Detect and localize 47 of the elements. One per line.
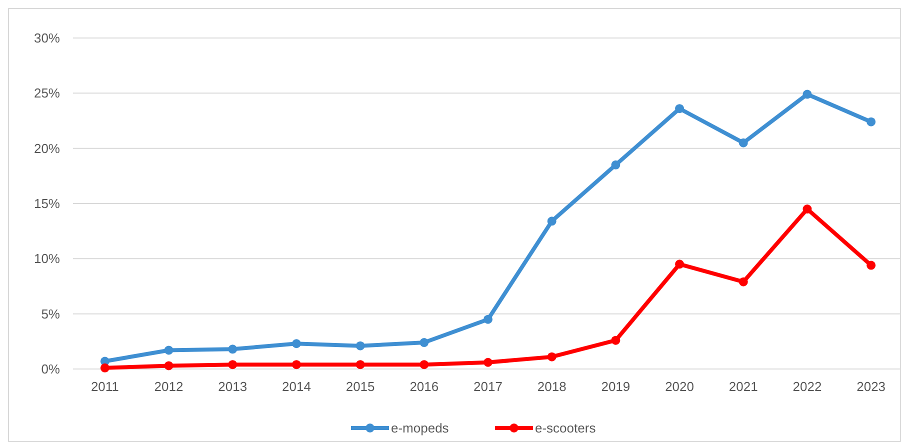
x-tick-label: 2011 (90, 379, 119, 394)
point (866, 260, 876, 270)
point (420, 360, 429, 370)
point (547, 352, 556, 362)
point (675, 104, 684, 114)
x-tick-label: 2020 (665, 379, 694, 394)
x-tick-label: 2019 (601, 379, 630, 394)
point (420, 338, 429, 348)
point (356, 341, 365, 350)
point (484, 358, 492, 367)
point (547, 216, 556, 226)
point (292, 339, 301, 348)
point (164, 346, 174, 355)
y-tick-label: 25% (34, 86, 60, 101)
x-tick-label: 2018 (537, 379, 566, 394)
x-tick-label: 2015 (346, 379, 375, 394)
y-tick-label: 0% (41, 362, 60, 377)
point (292, 360, 301, 370)
point (228, 360, 238, 370)
y-tick-label: 30% (34, 30, 60, 46)
x-tick-label: 2017 (474, 379, 502, 394)
y-tick-label: 5% (41, 306, 60, 322)
point (802, 90, 812, 99)
x-tick-label: 2014 (282, 379, 311, 394)
point (356, 360, 365, 370)
x-tick-label: 2023 (856, 379, 886, 394)
point (738, 138, 748, 148)
point (738, 277, 748, 286)
point (164, 361, 174, 370)
y-tick-label: 15% (34, 196, 60, 212)
point (675, 260, 684, 269)
point (484, 314, 492, 324)
x-tick-label: 2013 (218, 379, 248, 394)
x-tick-label: 2022 (792, 379, 822, 394)
y-tick-label: 10% (34, 251, 60, 266)
point (866, 117, 876, 126)
x-tick-label: 2021 (728, 379, 758, 394)
point (100, 363, 110, 372)
y-tick-label: 20% (34, 140, 60, 156)
point (611, 336, 620, 345)
point (228, 344, 238, 354)
x-tick-label: 2012 (154, 379, 184, 394)
point (802, 204, 812, 214)
point (611, 160, 620, 170)
legend-label: e-mopeds (391, 420, 450, 436)
legend-label: e-scooters (535, 420, 596, 436)
x-tick-label: 2016 (410, 379, 439, 394)
